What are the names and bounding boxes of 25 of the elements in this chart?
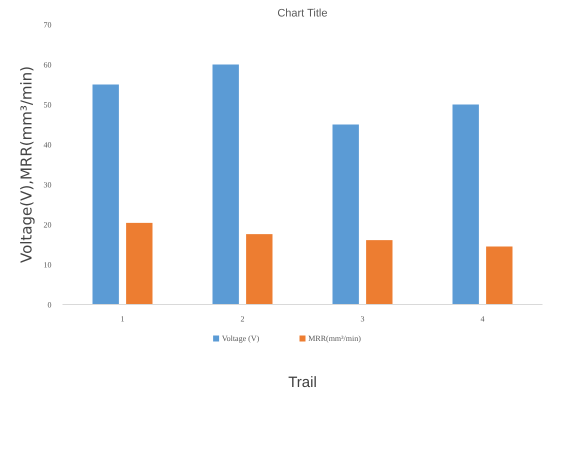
bar: [92, 84, 119, 304]
y-tick-label: 40: [44, 140, 52, 150]
legend-label: MRR(mm³/min): [308, 334, 362, 343]
legend-label: Voltage (V): [222, 334, 260, 343]
chart-title: Chart Title: [277, 8, 328, 20]
x-tick-label: 4: [480, 314, 484, 324]
bar: [452, 104, 479, 304]
bar: [246, 234, 272, 304]
y-tick-label: 0: [48, 300, 52, 310]
y-tick-label: 10: [44, 260, 52, 270]
bar: [212, 64, 239, 304]
y-tick-label: 70: [44, 20, 52, 30]
y-tick-label: 60: [44, 60, 52, 70]
x-tick-label: 2: [240, 314, 244, 324]
y-axis-title: Voltage(V),MRR(mm³/min): [18, 66, 36, 264]
bar: [332, 124, 359, 304]
bar: [366, 240, 392, 304]
bar: [126, 222, 152, 304]
x-tick-label: 3: [360, 314, 364, 324]
y-tick-label: 30: [44, 180, 52, 190]
y-tick-label: 20: [44, 220, 52, 230]
y-tick-label: 50: [44, 100, 52, 110]
x-tick-label: 1: [120, 314, 124, 324]
x-axis-title: Trail: [288, 374, 317, 391]
bar: [486, 246, 512, 304]
